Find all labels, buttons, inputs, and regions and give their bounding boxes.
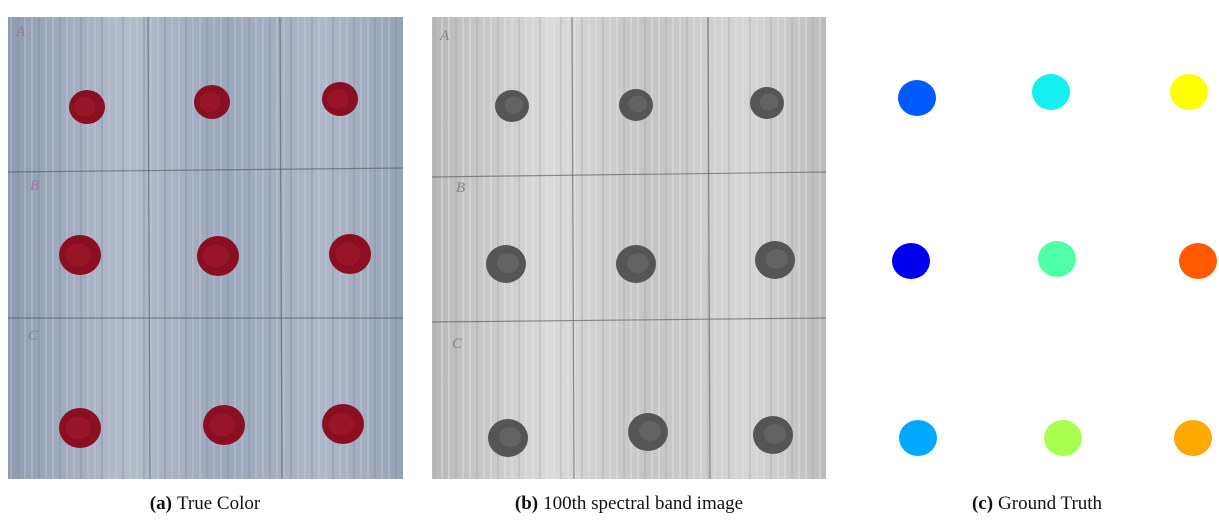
caption-text: Ground Truth — [998, 493, 1102, 514]
spot-core — [760, 94, 779, 111]
spot-core — [627, 253, 649, 273]
ground-truth-region — [1032, 74, 1070, 110]
caption: (c)Ground Truth — [972, 493, 1103, 514]
spot-core — [766, 249, 788, 269]
row-mark: B — [456, 180, 465, 196]
caption-label: (b) — [515, 493, 538, 514]
blood-spot-core — [74, 97, 96, 117]
ground-truth-region — [1038, 241, 1076, 277]
blood-spot-core — [327, 89, 349, 109]
spot-core — [639, 421, 661, 441]
row-mark: C — [28, 328, 39, 344]
row-mark: A — [439, 28, 450, 44]
row-mark: B — [30, 178, 39, 194]
caption: (a)True Color — [150, 493, 261, 514]
blood-spot-core — [65, 243, 90, 266]
blood-spot-core — [65, 416, 90, 439]
ground-truth-region — [898, 80, 936, 116]
ground-truth-region — [1179, 243, 1217, 279]
row-mark: C — [452, 336, 463, 352]
ground-truth-region — [892, 243, 930, 279]
ground-truth-region — [1170, 74, 1208, 110]
caption: (b)100th spectral band image — [515, 493, 743, 514]
caption-label: (c) — [972, 493, 993, 514]
ground-truth-region — [1174, 420, 1212, 456]
caption-text: True Color — [177, 493, 261, 514]
blood-spot-core — [203, 244, 228, 267]
blood-spot-core — [328, 412, 353, 435]
blood-spot-core — [199, 92, 221, 112]
caption-label: (a) — [150, 493, 172, 514]
ground-truth-region — [1044, 420, 1082, 456]
figure: A B C A B C (a)True Color (b)100th spectral ba… — [0, 0, 1219, 523]
caption-text: 100th spectral band image — [543, 493, 743, 514]
spot-core — [764, 424, 786, 444]
spot-core — [505, 97, 524, 114]
blood-spot-core — [209, 413, 234, 436]
blood-spot-core — [335, 242, 360, 265]
ground-truth-region — [899, 420, 937, 456]
spot-core — [497, 253, 519, 273]
spot-core — [499, 427, 521, 447]
spot-core — [629, 96, 648, 113]
row-mark: A — [15, 24, 26, 40]
